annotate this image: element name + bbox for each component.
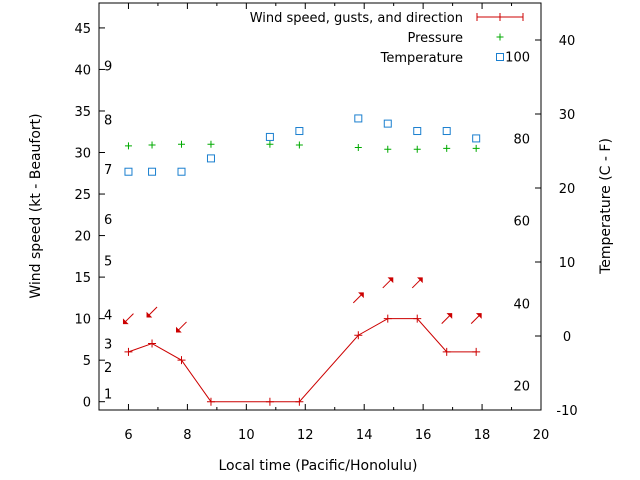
pressure-point <box>178 140 186 148</box>
temperature-point <box>295 127 304 136</box>
wind-direction-arrow-head <box>146 311 153 318</box>
wind-direction-arrow-head <box>358 292 364 299</box>
y-tick-label: 35 <box>74 105 91 120</box>
wind-direction-arrow-head <box>176 326 182 333</box>
y2-tick-label: -10 <box>556 404 577 419</box>
y2-tick-label: 40 <box>559 34 576 49</box>
temperature-point <box>206 154 215 163</box>
temperature-point <box>124 167 133 176</box>
legend-sample-pressure <box>496 33 504 41</box>
temperature-point <box>354 114 363 123</box>
y-tick-label: 45 <box>74 22 91 37</box>
beaufort-label: 4 <box>104 308 112 323</box>
temperature-point <box>413 127 422 136</box>
y-tick-label: 20 <box>74 230 91 245</box>
fahrenheit-label: 60 <box>513 215 530 230</box>
pressure-point <box>207 140 215 148</box>
legend: Wind speed, gusts, and direction Pressur… <box>250 11 524 66</box>
x-axis-title: Local time (Pacific/Honolulu) <box>218 458 417 474</box>
x-tick-label: 10 <box>238 428 255 443</box>
series-layer <box>122 114 482 406</box>
pressure-point <box>124 142 132 150</box>
x-tick-label: 20 <box>533 428 550 443</box>
pressure-point <box>384 145 392 153</box>
wind-point <box>295 397 304 406</box>
pressure-point <box>413 145 421 153</box>
fahrenheit-label: 40 <box>513 297 530 312</box>
temperature-point <box>148 167 157 176</box>
beaufort-label: 3 <box>104 338 112 353</box>
beaufort-label: 9 <box>104 59 112 74</box>
beaufort-label: 5 <box>104 254 112 269</box>
y2-tick-label: 30 <box>559 108 576 123</box>
wind-point <box>148 339 157 348</box>
wind-point <box>177 356 186 365</box>
legend-label-temperature: Temperature <box>380 51 463 66</box>
pressure-point <box>148 141 156 149</box>
wind-direction-arrow-head <box>446 313 453 319</box>
y-tick-label: 10 <box>74 313 91 328</box>
x-tick-label: 18 <box>474 428 491 443</box>
temperature-point <box>265 132 274 141</box>
wind-point <box>442 347 451 356</box>
wind-point <box>413 314 422 323</box>
fahrenheit-label: 80 <box>513 132 530 147</box>
fahrenheit-label: 100 <box>505 50 530 65</box>
y-axis-title: Wind speed (kt - Beaufort) <box>28 113 44 298</box>
wind-point <box>354 331 363 340</box>
y-tick-label: 0 <box>83 396 91 411</box>
temperature-point <box>472 134 481 143</box>
legend-label-wind: Wind speed, gusts, and direction <box>250 11 463 26</box>
temperature-point <box>442 127 451 136</box>
plot-frame <box>98 2 542 411</box>
y2-tick-label: 0 <box>563 330 571 345</box>
y2-axis-title: Temperature (C - F) <box>598 138 614 275</box>
pressure-point <box>472 144 480 152</box>
y2-tick-label: 20 <box>559 182 576 197</box>
y-tick-label: 15 <box>74 271 91 286</box>
y-tick-label: 25 <box>74 188 91 203</box>
wind-point <box>124 347 133 356</box>
x-tick-label: 8 <box>183 428 191 443</box>
wind-point <box>472 347 481 356</box>
pressure-point <box>295 141 303 149</box>
temperature-point <box>177 167 186 176</box>
wind-point <box>265 397 274 406</box>
wind-direction-arrow-head <box>122 318 129 325</box>
pressure-point <box>266 140 274 148</box>
wind-direction-arrow-head <box>417 277 423 284</box>
y2-tick-label: 10 <box>559 256 576 271</box>
x-tick-label: 6 <box>124 428 132 443</box>
wind-point <box>206 397 215 406</box>
temperature-point <box>383 119 392 128</box>
beaufort-label: 7 <box>104 163 112 178</box>
y-tick-label: 40 <box>74 63 91 78</box>
beaufort-label: 8 <box>104 113 112 128</box>
x-tick-label: 14 <box>356 428 373 443</box>
beaufort-label: 1 <box>104 387 112 402</box>
pressure-point <box>443 144 451 152</box>
y-tick-label: 5 <box>83 354 91 369</box>
beaufort-label: 2 <box>104 361 112 376</box>
x-tick-label: 16 <box>415 428 432 443</box>
fahrenheit-label: 20 <box>513 380 530 395</box>
pressure-point <box>354 144 362 152</box>
legend-label-pressure: Pressure <box>407 31 463 46</box>
legend-sample-wind <box>476 13 524 21</box>
beaufort-label: 6 <box>104 213 112 228</box>
x-tick-label: 12 <box>297 428 314 443</box>
y-tick-label: 30 <box>74 147 91 162</box>
legend-sample-temperature <box>496 53 504 61</box>
wind-direction-arrow-head <box>475 313 482 319</box>
wind-point <box>383 314 392 323</box>
axis-ticks: 6 8 10 12 14 16 18 20051015202530354045-1001020… <box>74 3 578 443</box>
wind-direction-arrow-head <box>387 277 394 284</box>
